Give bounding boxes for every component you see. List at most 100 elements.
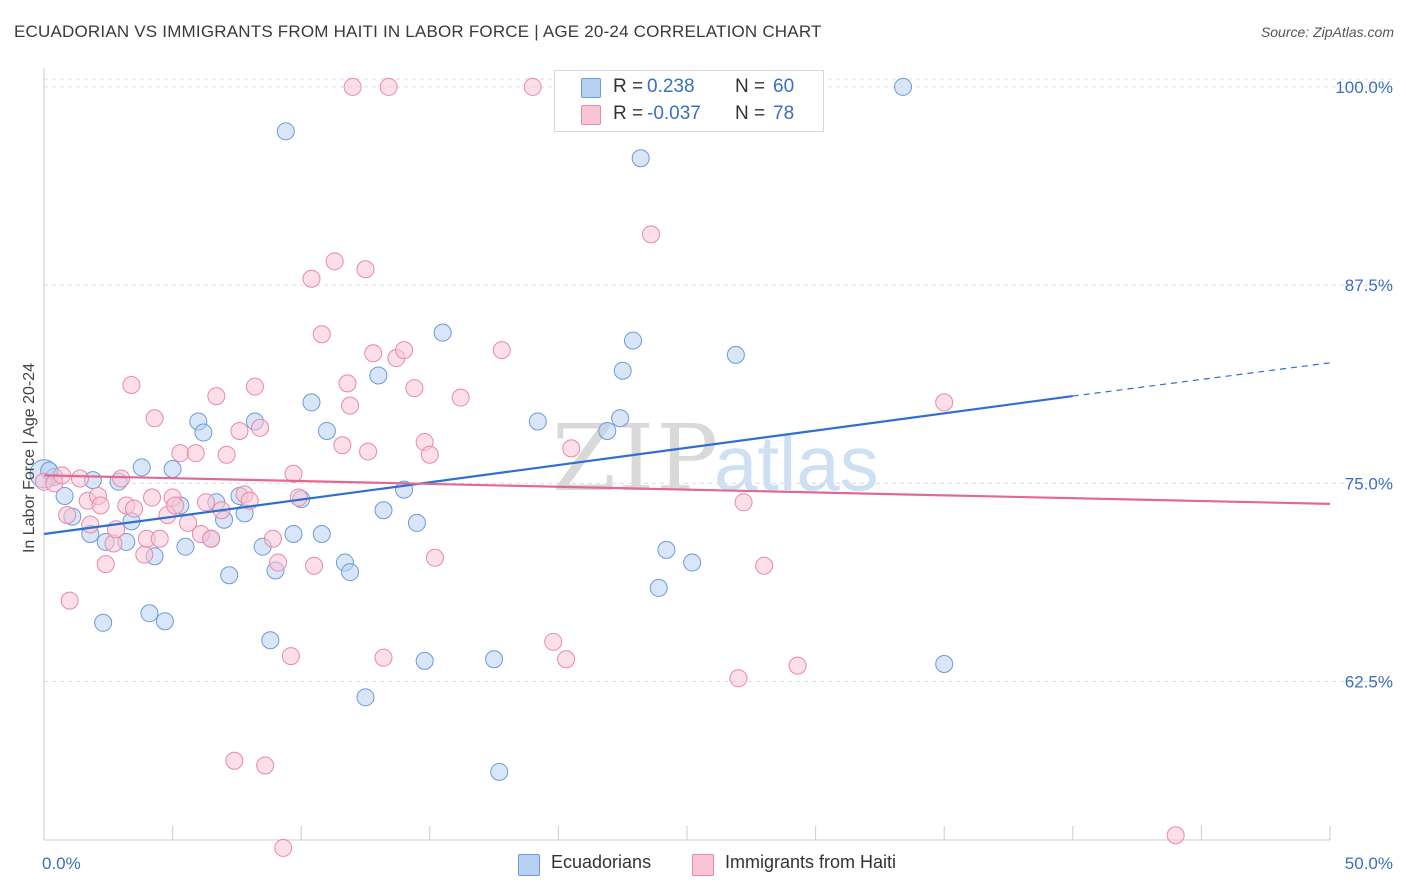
legend-n-value: 78 <box>773 103 795 124</box>
correlation-legend: R = 0.238 N = 60 R = -0.037 N = 78 <box>554 70 824 132</box>
point-haiti <box>755 556 774 575</box>
source-label: Source: ZipAtlas.com <box>1260 24 1394 40</box>
point-haiti <box>325 252 344 271</box>
point-ecuadorians <box>611 409 630 428</box>
point-haiti <box>245 377 264 396</box>
point-haiti <box>143 488 162 507</box>
point-haiti <box>544 632 563 651</box>
point-haiti <box>425 548 444 567</box>
point-haiti <box>186 444 205 463</box>
point-haiti <box>58 505 77 524</box>
bottom-legend-swatch-ecuadorians <box>518 854 540 876</box>
point-ecuadorians <box>415 651 434 670</box>
point-haiti <box>91 496 110 515</box>
point-ecuadorians <box>598 421 617 440</box>
y-tick-label: 100.0% <box>1335 78 1393 97</box>
point-ecuadorians <box>490 762 509 781</box>
point-haiti <box>135 545 154 564</box>
point-ecuadorians <box>284 525 303 544</box>
point-ecuadorians <box>94 613 113 632</box>
x-tick-label: 0.0% <box>42 854 81 873</box>
point-haiti <box>289 488 308 507</box>
point-haiti <box>71 469 90 488</box>
point-ecuadorians <box>613 361 632 380</box>
point-haiti <box>166 496 185 515</box>
point-haiti <box>374 648 393 667</box>
watermark-zip: ZIP <box>552 405 720 512</box>
legend-swatch-ecuadorians <box>581 78 601 98</box>
point-haiti <box>420 445 439 464</box>
point-haiti <box>284 464 303 483</box>
point-haiti <box>281 647 300 666</box>
point-ecuadorians <box>276 122 295 141</box>
legend-n-label: N = <box>735 103 766 124</box>
point-haiti <box>343 77 362 96</box>
point-haiti <box>171 444 190 463</box>
data-points <box>29 77 1185 857</box>
point-haiti <box>364 344 383 363</box>
point-ecuadorians <box>132 458 151 477</box>
point-haiti <box>125 499 144 518</box>
point-haiti <box>312 325 331 344</box>
point-ecuadorians <box>485 650 504 669</box>
point-haiti <box>451 388 470 407</box>
point-haiti <box>356 260 375 279</box>
grid-lines <box>44 78 1395 682</box>
y-tick-label: 87.5% <box>1345 276 1393 295</box>
point-haiti <box>788 656 807 675</box>
point-ecuadorians <box>631 149 650 168</box>
axis-labels: 62.5% 75.0% 87.5% 100.0% 0.0% 50.0% In Labor F… <box>21 78 1393 873</box>
point-haiti <box>251 418 270 437</box>
x-tick-label: 50.0% <box>1345 854 1393 873</box>
point-ecuadorians <box>302 393 321 412</box>
point-haiti <box>359 442 378 461</box>
y-tick-label: 75.0% <box>1345 474 1393 493</box>
point-ecuadorians <box>726 345 745 364</box>
point-haiti <box>562 439 581 458</box>
point-ecuadorians <box>369 366 388 385</box>
point-haiti <box>150 529 169 548</box>
point-ecuadorians <box>155 612 174 631</box>
legend-row-haiti: R = -0.037 N = 78 <box>555 101 823 127</box>
point-haiti <box>197 493 216 512</box>
y-tick-label: 62.5% <box>1345 672 1393 691</box>
point-haiti <box>379 77 398 96</box>
chart-title: ECUADORIAN VS IMMIGRANTS FROM HAITI IN L… <box>14 22 822 41</box>
point-ecuadorians <box>623 331 642 350</box>
point-haiti <box>274 838 293 857</box>
point-haiti <box>557 650 576 669</box>
trend-lines <box>43 362 1331 536</box>
point-haiti <box>269 553 288 572</box>
point-haiti <box>492 341 511 360</box>
point-haiti <box>305 556 324 575</box>
point-ecuadorians <box>649 578 668 597</box>
point-haiti <box>395 341 414 360</box>
point-haiti <box>217 445 236 464</box>
point-haiti <box>96 555 115 574</box>
point-haiti <box>338 374 357 393</box>
point-haiti <box>1166 826 1185 845</box>
point-haiti <box>145 409 164 428</box>
legend-r-label: R = <box>613 76 644 97</box>
point-haiti <box>641 225 660 244</box>
point-ecuadorians <box>194 423 213 442</box>
point-haiti <box>341 396 360 415</box>
point-ecuadorians <box>317 421 336 440</box>
point-haiti <box>935 393 954 412</box>
point-ecuadorians <box>163 460 182 479</box>
point-haiti <box>734 493 753 512</box>
point-ecuadorians <box>312 525 331 544</box>
point-ecuadorians <box>935 655 954 674</box>
point-haiti <box>302 269 321 288</box>
legend-n-label: N = <box>735 76 766 97</box>
point-ecuadorians <box>356 688 375 707</box>
point-ecuadorians <box>140 604 159 623</box>
point-haiti <box>60 591 79 610</box>
point-haiti <box>225 751 244 770</box>
legend-n-value: 60 <box>773 76 795 97</box>
axes <box>43 68 1331 841</box>
point-haiti <box>122 375 141 394</box>
trend-line-haiti <box>43 474 1331 505</box>
point-ecuadorians <box>261 631 280 650</box>
legend-r-label: R = <box>613 103 644 124</box>
